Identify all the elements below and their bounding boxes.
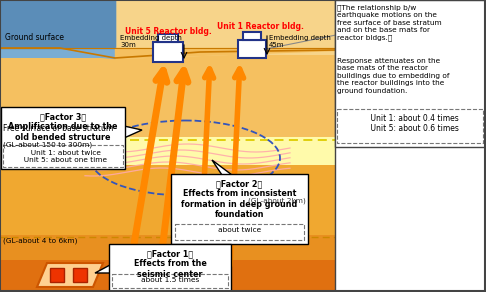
Polygon shape	[37, 263, 103, 287]
Bar	[335, 0, 485, 292]
FancyBboxPatch shape	[175, 224, 304, 240]
FancyBboxPatch shape	[1, 107, 125, 169]
Text: (GL-about 4 to 6km): (GL-about 4 to 6km)	[3, 238, 77, 244]
Text: about 1.5 times: about 1.5 times	[141, 277, 199, 283]
FancyBboxPatch shape	[3, 145, 123, 167]
Text: Embedding depth
30m: Embedding depth 30m	[120, 35, 182, 48]
Bar	[153, 42, 183, 62]
Bar	[0, 40, 335, 95]
Polygon shape	[212, 160, 232, 175]
Text: Embedding depth
45m: Embedding depth 45m	[269, 35, 331, 48]
Text: 【The relationship b/w
earthquake motions on the
free surface of base stratum
and: 【The relationship b/w earthquake motions…	[337, 4, 442, 41]
Bar	[238, 40, 266, 58]
Bar	[73, 268, 87, 282]
Text: Unit 5 Reactor bldg.: Unit 5 Reactor bldg.	[124, 27, 211, 36]
Text: 【Factor 3】
Amplification due to the
old bended structure: 【Factor 3】 Amplification due to the old …	[8, 112, 118, 142]
Bar	[243, 32, 261, 40]
Text: (GL-about 150 to 300m): (GL-about 150 to 300m)	[3, 141, 92, 147]
Polygon shape	[95, 265, 110, 273]
FancyBboxPatch shape	[112, 274, 228, 288]
Text: Unit 1: about 0.4 times
    Unit 5: about 0.6 times: Unit 1: about 0.4 times Unit 5: about 0.…	[361, 114, 459, 133]
FancyBboxPatch shape	[109, 244, 231, 291]
Text: Free surface of base stratum: Free surface of base stratum	[3, 124, 113, 133]
Text: 【Factor 2】
Effects from inconsistent
formation in deep ground
foundation: 【Factor 2】 Effects from inconsistent for…	[181, 179, 297, 219]
Bar	[158, 34, 178, 42]
Text: (GL-about 2km): (GL-about 2km)	[248, 198, 306, 204]
FancyBboxPatch shape	[337, 109, 483, 143]
Bar	[0, 260, 335, 292]
FancyBboxPatch shape	[335, 0, 485, 147]
Text: Response attenuates on the
base mats of the reactor
buildings due to embedding o: Response attenuates on the base mats of …	[337, 58, 450, 94]
Bar	[0, 0, 115, 45]
Bar	[50, 268, 64, 282]
Polygon shape	[124, 126, 142, 138]
Bar	[0, 235, 335, 280]
Bar	[0, 137, 335, 165]
Bar	[0, 165, 335, 235]
FancyBboxPatch shape	[171, 174, 308, 244]
Bar	[0, 55, 335, 170]
Text: Unit 1 Reactor bldg.: Unit 1 Reactor bldg.	[217, 22, 303, 31]
Text: 【Factor 1】
Effects from the
seismic center: 【Factor 1】 Effects from the seismic cent…	[134, 249, 207, 279]
Text: Unit 1: about twice
  Unit 5: about one time: Unit 1: about twice Unit 5: about one ti…	[19, 150, 107, 163]
Text: Ground surface: Ground surface	[5, 33, 64, 42]
Bar	[0, 0, 115, 58]
Bar	[335, 0, 486, 292]
Bar	[0, 0, 335, 55]
Text: about twice: about twice	[218, 227, 261, 233]
